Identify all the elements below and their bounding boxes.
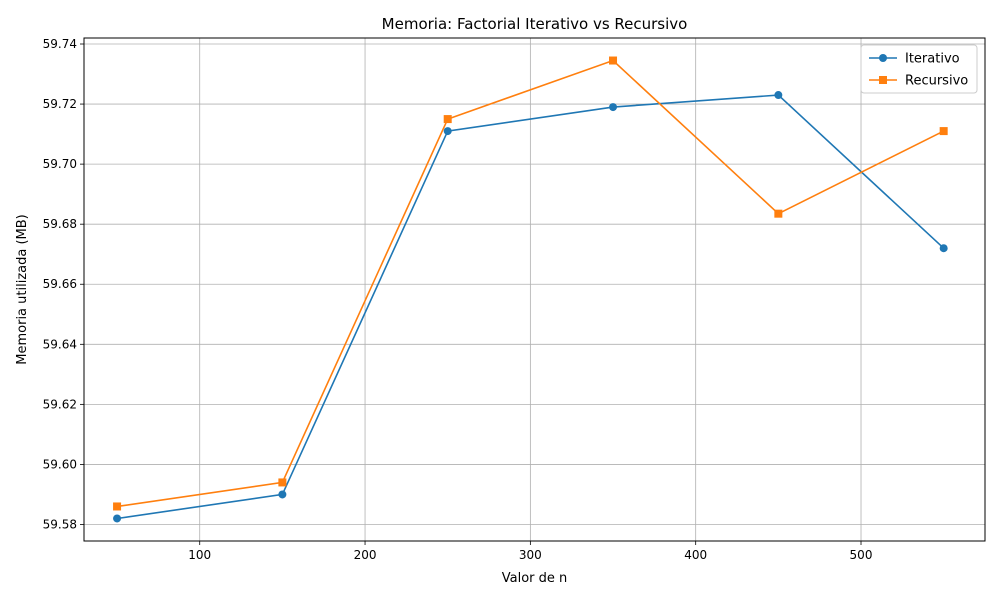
data-point xyxy=(939,244,948,253)
legend-box xyxy=(860,44,978,94)
axis-ticks: 100 200 300 400 500 59.58 59.60 59.62 59.64 59.66… xyxy=(43,37,873,562)
y-tick-label: 59.74 xyxy=(43,37,77,51)
y-tick-label: 59.62 xyxy=(43,397,77,411)
x-tick-label: 100 xyxy=(188,548,211,562)
data-point xyxy=(113,502,122,511)
series-iterativo xyxy=(113,91,948,523)
data-point xyxy=(609,103,618,112)
series-line xyxy=(116,59,945,508)
y-tick-label: 59.64 xyxy=(43,337,77,351)
data-point xyxy=(113,514,122,523)
series-line xyxy=(116,94,945,520)
y-tick-label: 59.60 xyxy=(43,457,77,471)
x-tick-label: 500 xyxy=(850,548,873,562)
data-point xyxy=(774,91,783,100)
y-axis-title: Memoria utilizada (MB) xyxy=(15,214,30,364)
data-point xyxy=(278,478,287,487)
y-tick-label: 59.72 xyxy=(43,97,77,111)
data-point xyxy=(774,209,783,218)
data-point xyxy=(443,115,452,124)
x-tick-label: 200 xyxy=(354,548,377,562)
y-tick-label: 59.58 xyxy=(43,517,77,531)
y-tick-label: 59.70 xyxy=(43,157,77,171)
data-point xyxy=(609,56,618,65)
y-tick-label: 59.68 xyxy=(43,217,77,231)
data-point xyxy=(443,127,452,136)
data-point xyxy=(939,127,948,136)
x-tick-label: 400 xyxy=(684,548,707,562)
legend-label: Iterativo xyxy=(905,52,960,67)
series-recursivo xyxy=(113,56,948,511)
legend-marker xyxy=(879,76,887,84)
x-axis-title: Valor de n xyxy=(502,571,568,586)
data-point xyxy=(278,490,287,499)
legend: Iterativo Recursivo xyxy=(860,44,978,94)
x-tick-label: 300 xyxy=(519,548,542,562)
series-layer xyxy=(113,56,948,523)
y-tick-label: 59.66 xyxy=(43,277,77,291)
plot-frame xyxy=(83,37,986,542)
grid xyxy=(84,38,985,541)
chart-title: Memoria: Factorial Iterativo vs Recursiv… xyxy=(382,15,688,33)
legend-label: Recursivo xyxy=(905,74,968,89)
legend-marker xyxy=(879,54,887,62)
